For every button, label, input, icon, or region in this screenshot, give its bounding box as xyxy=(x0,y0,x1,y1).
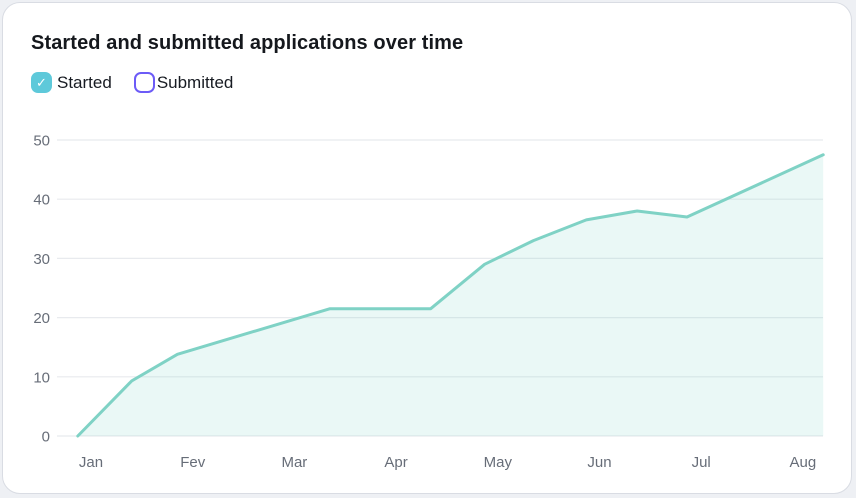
svg-text:Mar: Mar xyxy=(281,454,307,471)
submitted-checkbox[interactable] xyxy=(133,72,155,93)
svg-text:Jul: Jul xyxy=(692,454,711,471)
svg-text:0: 0 xyxy=(42,429,50,446)
area-chart: 0 10 20 30 40 50 Jan Fev Mar Apr May Jun Jul Aug xyxy=(33,133,825,471)
svg-text:10: 10 xyxy=(33,369,50,386)
started-checkbox[interactable]: ✓ xyxy=(31,72,52,93)
legend-item-started[interactable]: ✓ Started xyxy=(31,72,112,93)
legend-item-submitted[interactable]: Submitted xyxy=(133,72,234,93)
svg-text:Apr: Apr xyxy=(384,454,407,471)
svg-text:May: May xyxy=(484,454,513,471)
svg-text:Fev: Fev xyxy=(180,454,206,471)
legend-label-submitted: Submitted xyxy=(156,72,234,92)
legend: ✓ Started Submitted xyxy=(31,72,233,93)
chart-title: Started and submitted applications over … xyxy=(31,32,464,54)
legend-label-started: Started xyxy=(57,72,112,92)
svg-text:Jun: Jun xyxy=(587,454,611,471)
svg-text:30: 30 xyxy=(33,251,50,268)
svg-text:Jan: Jan xyxy=(79,454,103,471)
svg-text:Aug: Aug xyxy=(790,454,817,471)
svg-text:50: 50 xyxy=(33,133,50,150)
svg-text:40: 40 xyxy=(33,192,50,209)
svg-text:20: 20 xyxy=(33,310,50,327)
checkmark-icon: ✓ xyxy=(36,75,47,90)
